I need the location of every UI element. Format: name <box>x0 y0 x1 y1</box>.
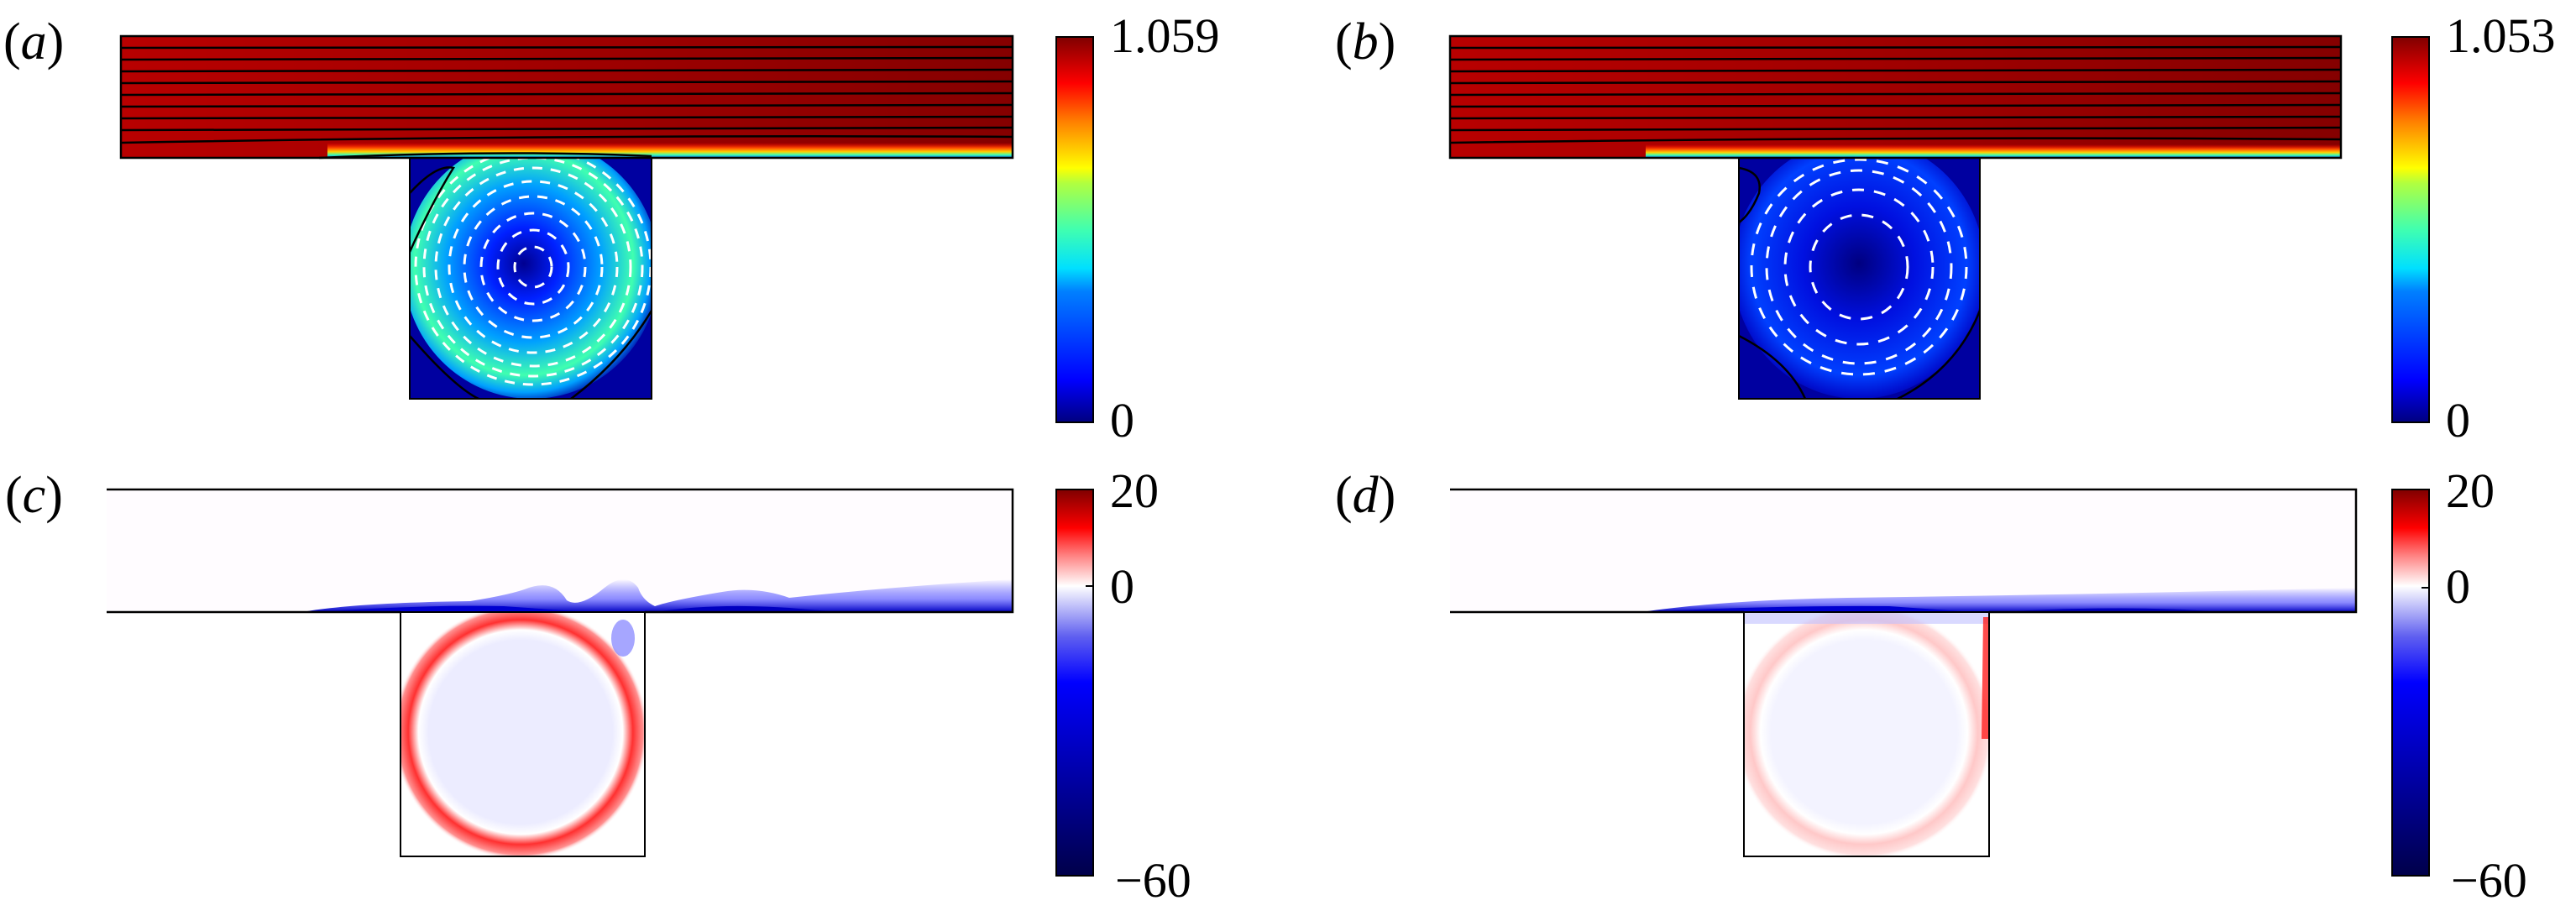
velocity-contour-b <box>1448 34 2343 400</box>
panel-d: (d) 20 0 −60 <box>1335 463 2527 908</box>
velocity-contour-a <box>119 34 1014 400</box>
colorbar-d-max: 20 <box>2446 463 2495 518</box>
panel-label-a: (a) <box>3 13 64 71</box>
colorbar-d-mid: 0 <box>2446 559 2470 614</box>
vorticity-contour-d <box>1450 488 2358 857</box>
colorbar-d-min: −60 <box>2451 853 2527 908</box>
vorticity-contour-c <box>107 488 1014 857</box>
channel-streamlines-b <box>1449 45 2342 144</box>
colorbar-b-max: 1.053 <box>2446 8 2556 63</box>
colorbar-c-min: −60 <box>1115 853 1191 908</box>
cavity-streamlines-a <box>414 158 652 386</box>
panel-label-b: (b) <box>1335 13 1395 71</box>
panel-label-d: (d) <box>1335 467 1395 524</box>
colorbar-d: 20 0 −60 <box>2391 463 2527 908</box>
colorbar-a: 1.059 0 <box>1055 8 1220 448</box>
panel-b: (b) <box>1335 8 2556 448</box>
channel-streamlines-a <box>120 45 1013 160</box>
colorbar-b-min: 0 <box>2446 393 2470 448</box>
panel-label-c: (c) <box>5 467 63 524</box>
colorbar-c-mid: 0 <box>1110 559 1134 614</box>
colorbar-a-min: 0 <box>1110 393 1134 448</box>
cavity-streamlines-b <box>1750 158 1968 376</box>
colorbar-b: 1.053 0 <box>2391 8 2556 448</box>
colorbar-c: 20 0 −60 <box>1055 463 1191 908</box>
panel-a: (a) <box>3 8 1220 448</box>
colorbar-a-max: 1.059 <box>1110 8 1220 63</box>
panel-c: (c) 20 0 −60 <box>5 463 1191 908</box>
colorbar-c-max: 20 <box>1110 463 1159 518</box>
